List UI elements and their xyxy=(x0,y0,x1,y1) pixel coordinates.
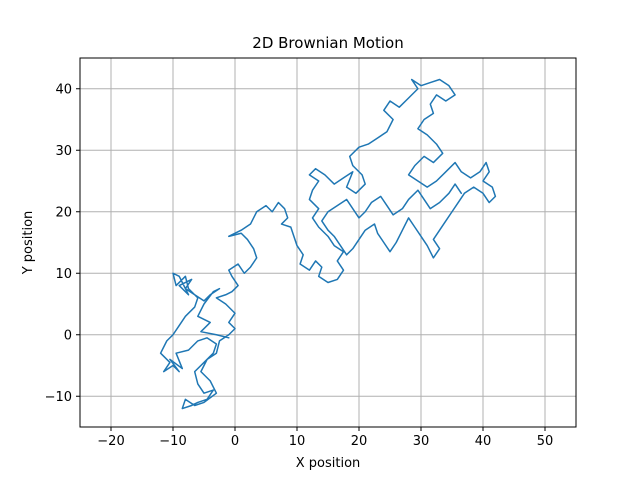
y-tick-label: −10 xyxy=(45,390,72,405)
x-tick-label: 20 xyxy=(351,434,368,449)
x-axis-label: X position xyxy=(296,456,361,471)
grid xyxy=(80,58,576,427)
x-tick-label: −20 xyxy=(97,434,124,449)
y-tick-label: 10 xyxy=(55,267,72,282)
x-tick-label: −10 xyxy=(159,434,186,449)
axes-frame xyxy=(79,57,577,428)
ticks: −20 −10 0 10 20 30 40 50 −10 0 10 20 30 40 xyxy=(45,82,554,449)
y-axis-label: Y position xyxy=(21,211,36,276)
y-tick-label: 40 xyxy=(55,82,72,97)
brownian-path-line xyxy=(159,78,497,410)
series-group xyxy=(159,78,497,410)
x-tick-label: 0 xyxy=(231,434,239,449)
x-tick-label: 50 xyxy=(537,434,554,449)
x-tick-label: 10 xyxy=(289,434,306,449)
chart-title: 2D Brownian Motion xyxy=(252,34,403,52)
y-tick-label: 30 xyxy=(55,144,72,159)
y-tick-label: 20 xyxy=(55,205,72,220)
y-tick-label: 0 xyxy=(64,328,72,343)
x-tick-label: 30 xyxy=(413,434,430,449)
x-tick-label: 40 xyxy=(475,434,492,449)
